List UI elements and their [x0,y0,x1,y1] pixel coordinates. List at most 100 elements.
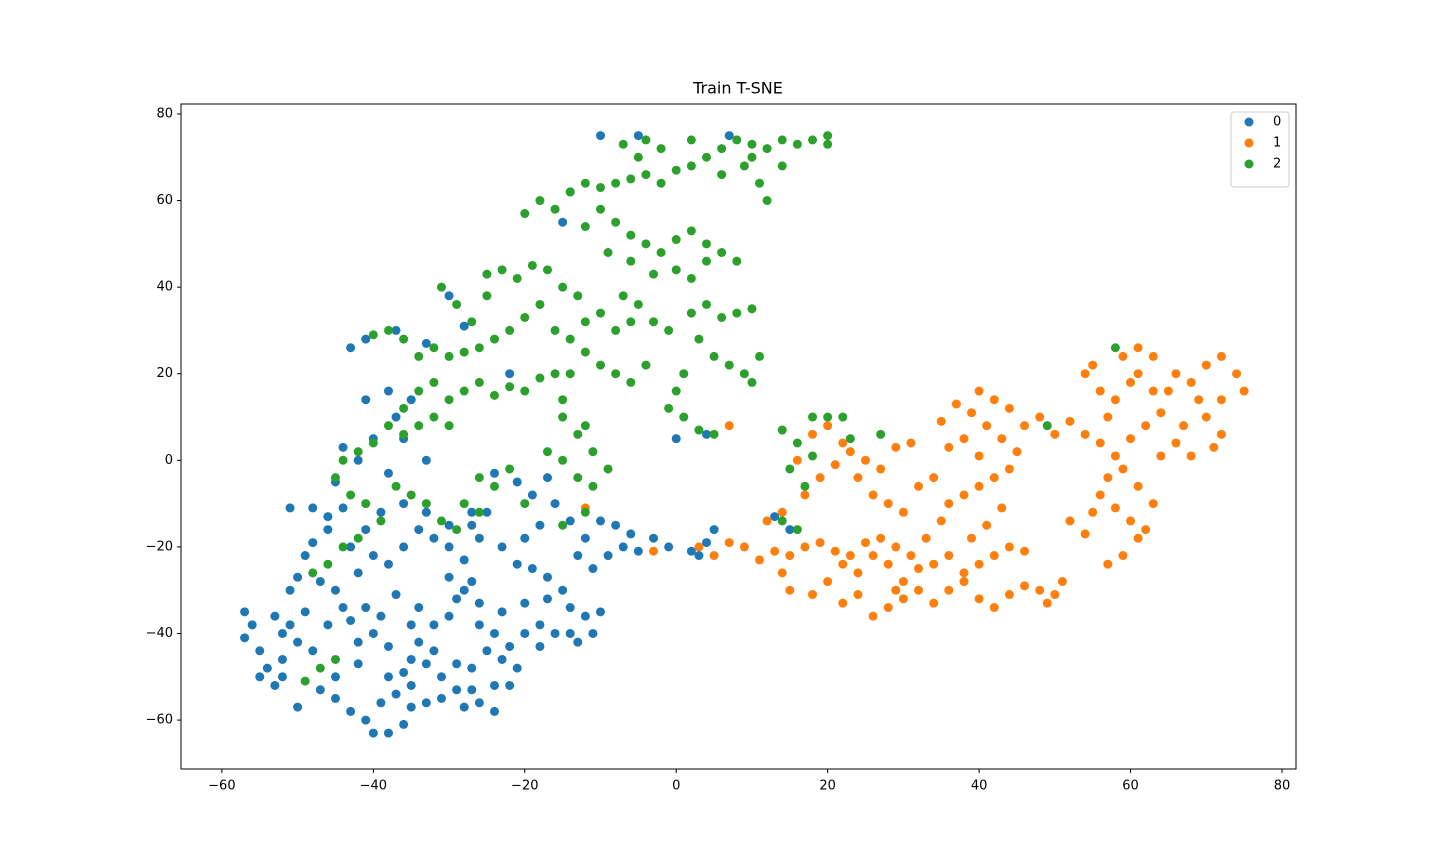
point [732,308,742,318]
point [603,464,613,474]
point [489,628,499,638]
point [974,386,984,396]
point [474,377,484,387]
legend-box [1230,111,1290,188]
x-tick-label: −20 [511,779,538,794]
point [898,507,908,517]
point [512,663,522,673]
point [747,139,757,149]
point [686,273,696,283]
point [308,503,318,513]
point [444,351,454,361]
point [686,226,696,236]
point [717,312,727,322]
point [830,546,840,556]
point [777,516,787,526]
point [1148,499,1158,509]
point [755,351,765,361]
point [1004,542,1014,552]
point [421,338,431,348]
point [588,628,598,638]
point [1088,360,1098,370]
point [452,685,462,695]
y-tick-label: −20 [146,539,173,554]
point [633,546,643,556]
point [368,330,378,340]
point [406,680,416,690]
point [580,533,590,543]
point [436,672,446,682]
point [474,507,484,517]
x-tick-label: 80 [1274,779,1291,794]
point [520,499,530,509]
legend-label: 2 [1273,157,1281,172]
point [694,425,704,435]
point [497,542,507,552]
point [467,507,477,517]
point [346,343,356,353]
point [588,564,598,574]
point [361,499,371,509]
point [808,429,818,439]
point [414,351,424,361]
point [535,620,545,630]
point [542,265,552,275]
point [285,503,295,513]
point [293,572,303,582]
point [914,564,924,574]
point [649,546,659,556]
point [876,533,886,543]
point [1095,386,1105,396]
point [823,139,833,149]
point [762,196,772,206]
point [436,282,446,292]
point [505,382,515,392]
point [686,161,696,171]
point [1133,481,1143,491]
point [679,412,689,422]
point [406,395,416,405]
point [823,131,833,141]
point [989,473,999,483]
point [474,533,484,543]
point [709,525,719,535]
point [1012,447,1022,457]
point [520,628,530,638]
point [497,265,507,275]
point [815,473,825,483]
point [1103,559,1113,569]
legend-label: 0 [1273,115,1281,130]
point [785,525,795,535]
point [686,308,696,318]
point [383,325,393,335]
point [285,620,295,630]
point [459,702,469,712]
point [361,603,371,613]
point [679,369,689,379]
point [1057,577,1067,587]
point [611,217,621,227]
point [853,590,863,600]
point [1201,360,1211,370]
point [823,421,833,431]
point [1239,386,1249,396]
point [898,577,908,587]
point [664,542,674,552]
point [838,559,848,569]
point [429,533,439,543]
point [838,438,848,448]
point [535,641,545,651]
point [240,633,250,643]
point [649,533,659,543]
point [709,351,719,361]
point [550,325,560,335]
x-tick-label: −60 [208,779,235,794]
point [800,542,810,552]
point [739,369,749,379]
point [1141,421,1151,431]
point [1216,351,1226,361]
y-tick-label: 20 [156,366,173,381]
point [558,217,568,227]
